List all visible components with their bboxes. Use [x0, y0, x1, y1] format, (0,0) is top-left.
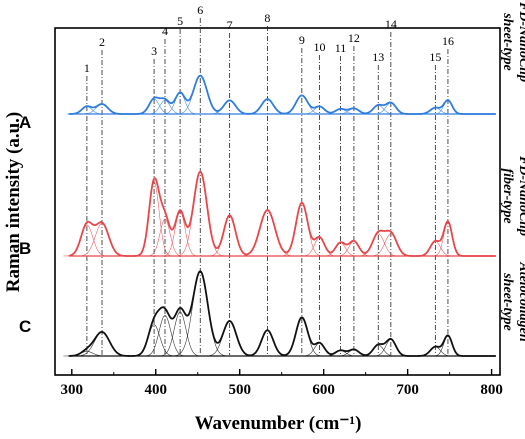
series-A: A FD-NanoClipsheet-type — [19, 1, 525, 132]
peak-marker-label-12: 12 — [348, 31, 360, 45]
x-tick-label: 400 — [145, 382, 168, 398]
x-tick-label: 500 — [228, 382, 251, 398]
series-A-side-label: FD-NanoClipsheet-type — [500, 1, 525, 82]
series-C: C Atelocollagensheet-type — [19, 261, 525, 357]
x-tick-label: 800 — [480, 382, 503, 398]
series-B-side-label-line: fiber-type — [500, 168, 515, 223]
series-group: AFD-NanoClipsheet-typeBFD-NanoClipfiber-… — [19, 1, 525, 357]
series-C-side-label: Atelocollagensheet-type — [500, 261, 525, 342]
series-B-side-label: FD-NanoClipfiber-type — [500, 155, 525, 236]
peak-marker-label-9: 9 — [299, 33, 305, 47]
plot-frame — [54, 27, 501, 376]
peak-marker-label-11: 11 — [335, 41, 347, 55]
peak-marker-label-5: 5 — [177, 14, 183, 28]
y-axis-label: Raman intensity (a.u.) — [3, 112, 24, 293]
series-B-component-5 — [159, 211, 201, 257]
peak-marker-label-2: 2 — [99, 35, 105, 49]
series-C-component-4 — [141, 315, 189, 357]
series-C-component-6 — [170, 271, 231, 357]
peak-marker-label-3: 3 — [151, 44, 157, 58]
peak-marker-label-1: 1 — [84, 61, 90, 75]
series-C-component-5 — [156, 311, 204, 357]
peak-marker-label-4: 4 — [162, 24, 168, 38]
peak-marker-label-15: 15 — [429, 50, 441, 64]
series-C-spectrum — [69, 270, 496, 357]
series-C-side-label-line: sheet-type — [500, 272, 515, 331]
peak-marker-label-7: 7 — [227, 18, 233, 32]
series-B-component-13 — [354, 233, 402, 257]
series-B-component-4 — [144, 218, 186, 257]
panel-label-B: B — [19, 239, 31, 258]
peak-marker-label-13: 13 — [372, 50, 384, 64]
x-axis-label: Wavenumber (cm⁻¹) — [195, 413, 362, 434]
peak-marker-label-16: 16 — [442, 34, 454, 48]
series-A-spectrum — [69, 74, 496, 115]
series-C-side-label-line: Atelocollagen — [516, 261, 525, 342]
series-B: B FD-NanoClipfiber-type — [19, 155, 525, 258]
peak-marker-label-8: 8 — [264, 11, 270, 25]
peak-marker-label-10: 10 — [313, 40, 325, 54]
x-axis-ticks: 300 400 500 600 700 800 — [61, 369, 503, 398]
x-tick-label: 600 — [312, 382, 335, 398]
series-B-spectrum — [69, 170, 496, 257]
peak-marker-label-14: 14 — [385, 17, 397, 31]
series-A-side-label-line: FD-NanoClip — [516, 1, 525, 82]
series-A-side-label-line: sheet-type — [500, 12, 515, 71]
series-B-side-label-line: FD-NanoClip — [516, 155, 525, 236]
x-tick-label: 300 — [61, 382, 84, 398]
panel-label-C: C — [19, 317, 31, 336]
x-tick-label: 700 — [396, 382, 419, 398]
peak-marker-label-6: 6 — [197, 3, 203, 17]
panel-label-A: A — [19, 113, 31, 132]
